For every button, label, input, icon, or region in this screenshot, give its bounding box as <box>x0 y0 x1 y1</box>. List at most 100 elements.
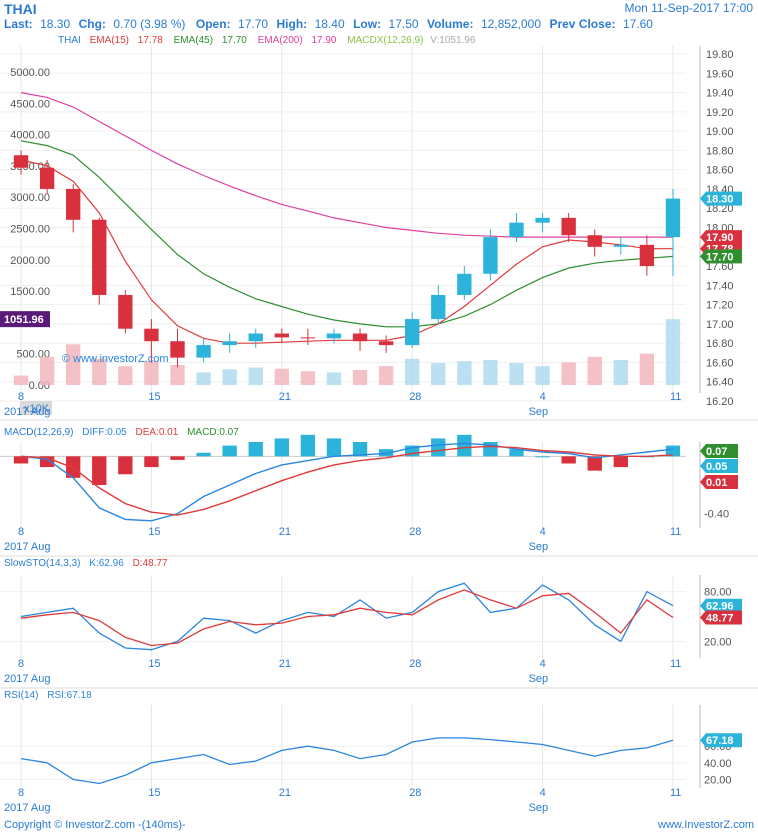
candle-body-11 <box>300 337 316 339</box>
volume-tick-0: 5000.00 <box>10 67 50 79</box>
x-month2-2: Sep <box>529 673 549 685</box>
macd-hist-1 <box>39 456 55 468</box>
candle-body-16 <box>431 294 446 320</box>
rsi-tick-1: 40.00 <box>704 758 732 770</box>
header-date: Mon 11-Sep-2017 17:00 <box>624 1 753 15</box>
candle-body-13 <box>352 333 368 342</box>
volume-bar-7 <box>196 372 211 385</box>
macd-badge-label-2: 0.01 <box>706 477 727 489</box>
x-tick-1-3: 28 <box>409 526 421 538</box>
legend-macdx: MACDX(12,26,9) <box>347 35 423 46</box>
volume-value: 12,852,000 <box>481 17 541 31</box>
volume-bar-4 <box>118 366 133 385</box>
candle-body-10 <box>274 333 289 338</box>
macd-hist-25 <box>665 445 681 457</box>
macd-legend-dea: DEA:0.01 <box>136 427 179 438</box>
x-tick-3-4: 4 <box>540 787 546 799</box>
macd-dea-line <box>20 445 674 516</box>
price-badge-label-3: 17.70 <box>706 251 734 263</box>
x-tick-3-5: 11 <box>670 787 681 799</box>
footer-copyright: Copyright © InvestorZ.com -(140ms)- <box>4 819 186 831</box>
price-tick-14: 17.00 <box>706 319 734 331</box>
chg-value: 0.70 (3.98 %) <box>113 17 185 31</box>
macd-hist-6 <box>170 456 185 460</box>
volume-tick-1: 4500.00 <box>10 98 50 110</box>
price-tick-15: 16.80 <box>706 338 734 350</box>
main-legend: THAI EMA(15) 17.78 EMA(45) 17.70 EMA(200… <box>58 35 476 46</box>
footer-link[interactable]: www.InvestorZ.com <box>657 819 754 831</box>
sto-badge-1 <box>700 610 742 625</box>
volume-bar-9 <box>248 367 263 385</box>
candle-body-0 <box>13 155 29 168</box>
x-tick-2-5: 11 <box>670 658 681 670</box>
price-badge-1 <box>700 230 742 245</box>
legend-volume-value: V:1051.96 <box>430 35 476 46</box>
volume-bar-24 <box>639 353 655 385</box>
x-tick-0-4: 4 <box>540 391 546 403</box>
macd-hist-0 <box>13 456 29 464</box>
volume-bar-20 <box>535 366 550 385</box>
candle-body-8 <box>222 341 237 346</box>
legend-ema45-value: 17.70 <box>222 35 247 46</box>
price-tick-13: 17.20 <box>706 300 734 312</box>
x-tick-1-0: 8 <box>18 526 24 538</box>
x-tick-1-5: 11 <box>670 526 681 538</box>
macd-badge-2 <box>700 475 738 489</box>
macd-tick-1: -0.40 <box>704 509 729 521</box>
high-label: High: <box>277 17 308 31</box>
volume-bar-21 <box>561 362 576 385</box>
volume-tick-7: 1500.00 <box>10 286 50 298</box>
price-badge-label-1: 17.90 <box>706 232 734 244</box>
candle-body-18 <box>483 237 498 274</box>
volume-bar-14 <box>378 366 394 385</box>
volume-bar-6 <box>170 364 185 385</box>
volume-bar-18 <box>483 359 498 385</box>
rsi-badge-0 <box>700 733 742 748</box>
price-tick-3: 19.20 <box>706 107 734 119</box>
macd-hist-16 <box>431 438 446 457</box>
volume-bar-0 <box>13 375 29 385</box>
candle-body-1 <box>39 167 55 189</box>
macd-hist-14 <box>378 449 394 457</box>
volume-bar-11 <box>300 371 316 385</box>
x-month2-3: Sep <box>529 802 549 814</box>
macd-badge-1 <box>700 459 738 473</box>
sto-legend: SlowSTO(14,3,3) K:62.96 D:48.77 <box>4 558 168 569</box>
sto-k-line <box>20 582 674 651</box>
sto-legend-k: K:62.96 <box>89 558 124 569</box>
macd-hist-13 <box>352 442 368 457</box>
price-tick-2: 19.40 <box>706 88 734 100</box>
x-tick-0-5: 11 <box>670 391 681 403</box>
x-tick-1-2: 21 <box>279 526 291 538</box>
sto-tick-0: 80.00 <box>704 587 732 599</box>
macd-panel: -0.20-0.400.070.050.01 <box>0 434 738 522</box>
price-panel: 19.8019.6019.4019.2019.0018.8018.6018.40… <box>0 49 742 408</box>
price-tick-18: 16.20 <box>706 396 734 408</box>
volume-bar-8 <box>222 369 237 385</box>
volume-bar-16 <box>431 363 446 385</box>
volume-badge <box>0 311 50 328</box>
ema200-line <box>20 92 673 238</box>
macd-hist-7 <box>196 452 211 457</box>
open-value: 17.70 <box>238 17 268 31</box>
volume-bar-12 <box>326 372 342 385</box>
macd-hist-8 <box>222 445 237 457</box>
sto-badge-label-1: 48.77 <box>706 613 734 625</box>
macd-hist-3 <box>92 456 107 485</box>
price-tick-0: 19.80 <box>706 49 734 61</box>
volume-tick-5: 2500.00 <box>10 224 50 236</box>
macd-diff-line <box>20 442 674 522</box>
x-tick-0-1: 15 <box>148 391 160 403</box>
rsi-tick-2: 20.00 <box>704 774 732 786</box>
quote-info-line: Last: 18.30 Chg: 0.70 (3.98 %) Open: 17.… <box>4 15 653 32</box>
x-month1-1: 2017 Aug <box>4 541 51 553</box>
volume-bar-25 <box>665 319 681 385</box>
macd-hist-15 <box>405 445 420 457</box>
volume-bar-10 <box>274 368 289 385</box>
sto-legend-title: SlowSTO(14,3,3) <box>4 558 81 569</box>
macd-hist-5 <box>144 456 159 468</box>
